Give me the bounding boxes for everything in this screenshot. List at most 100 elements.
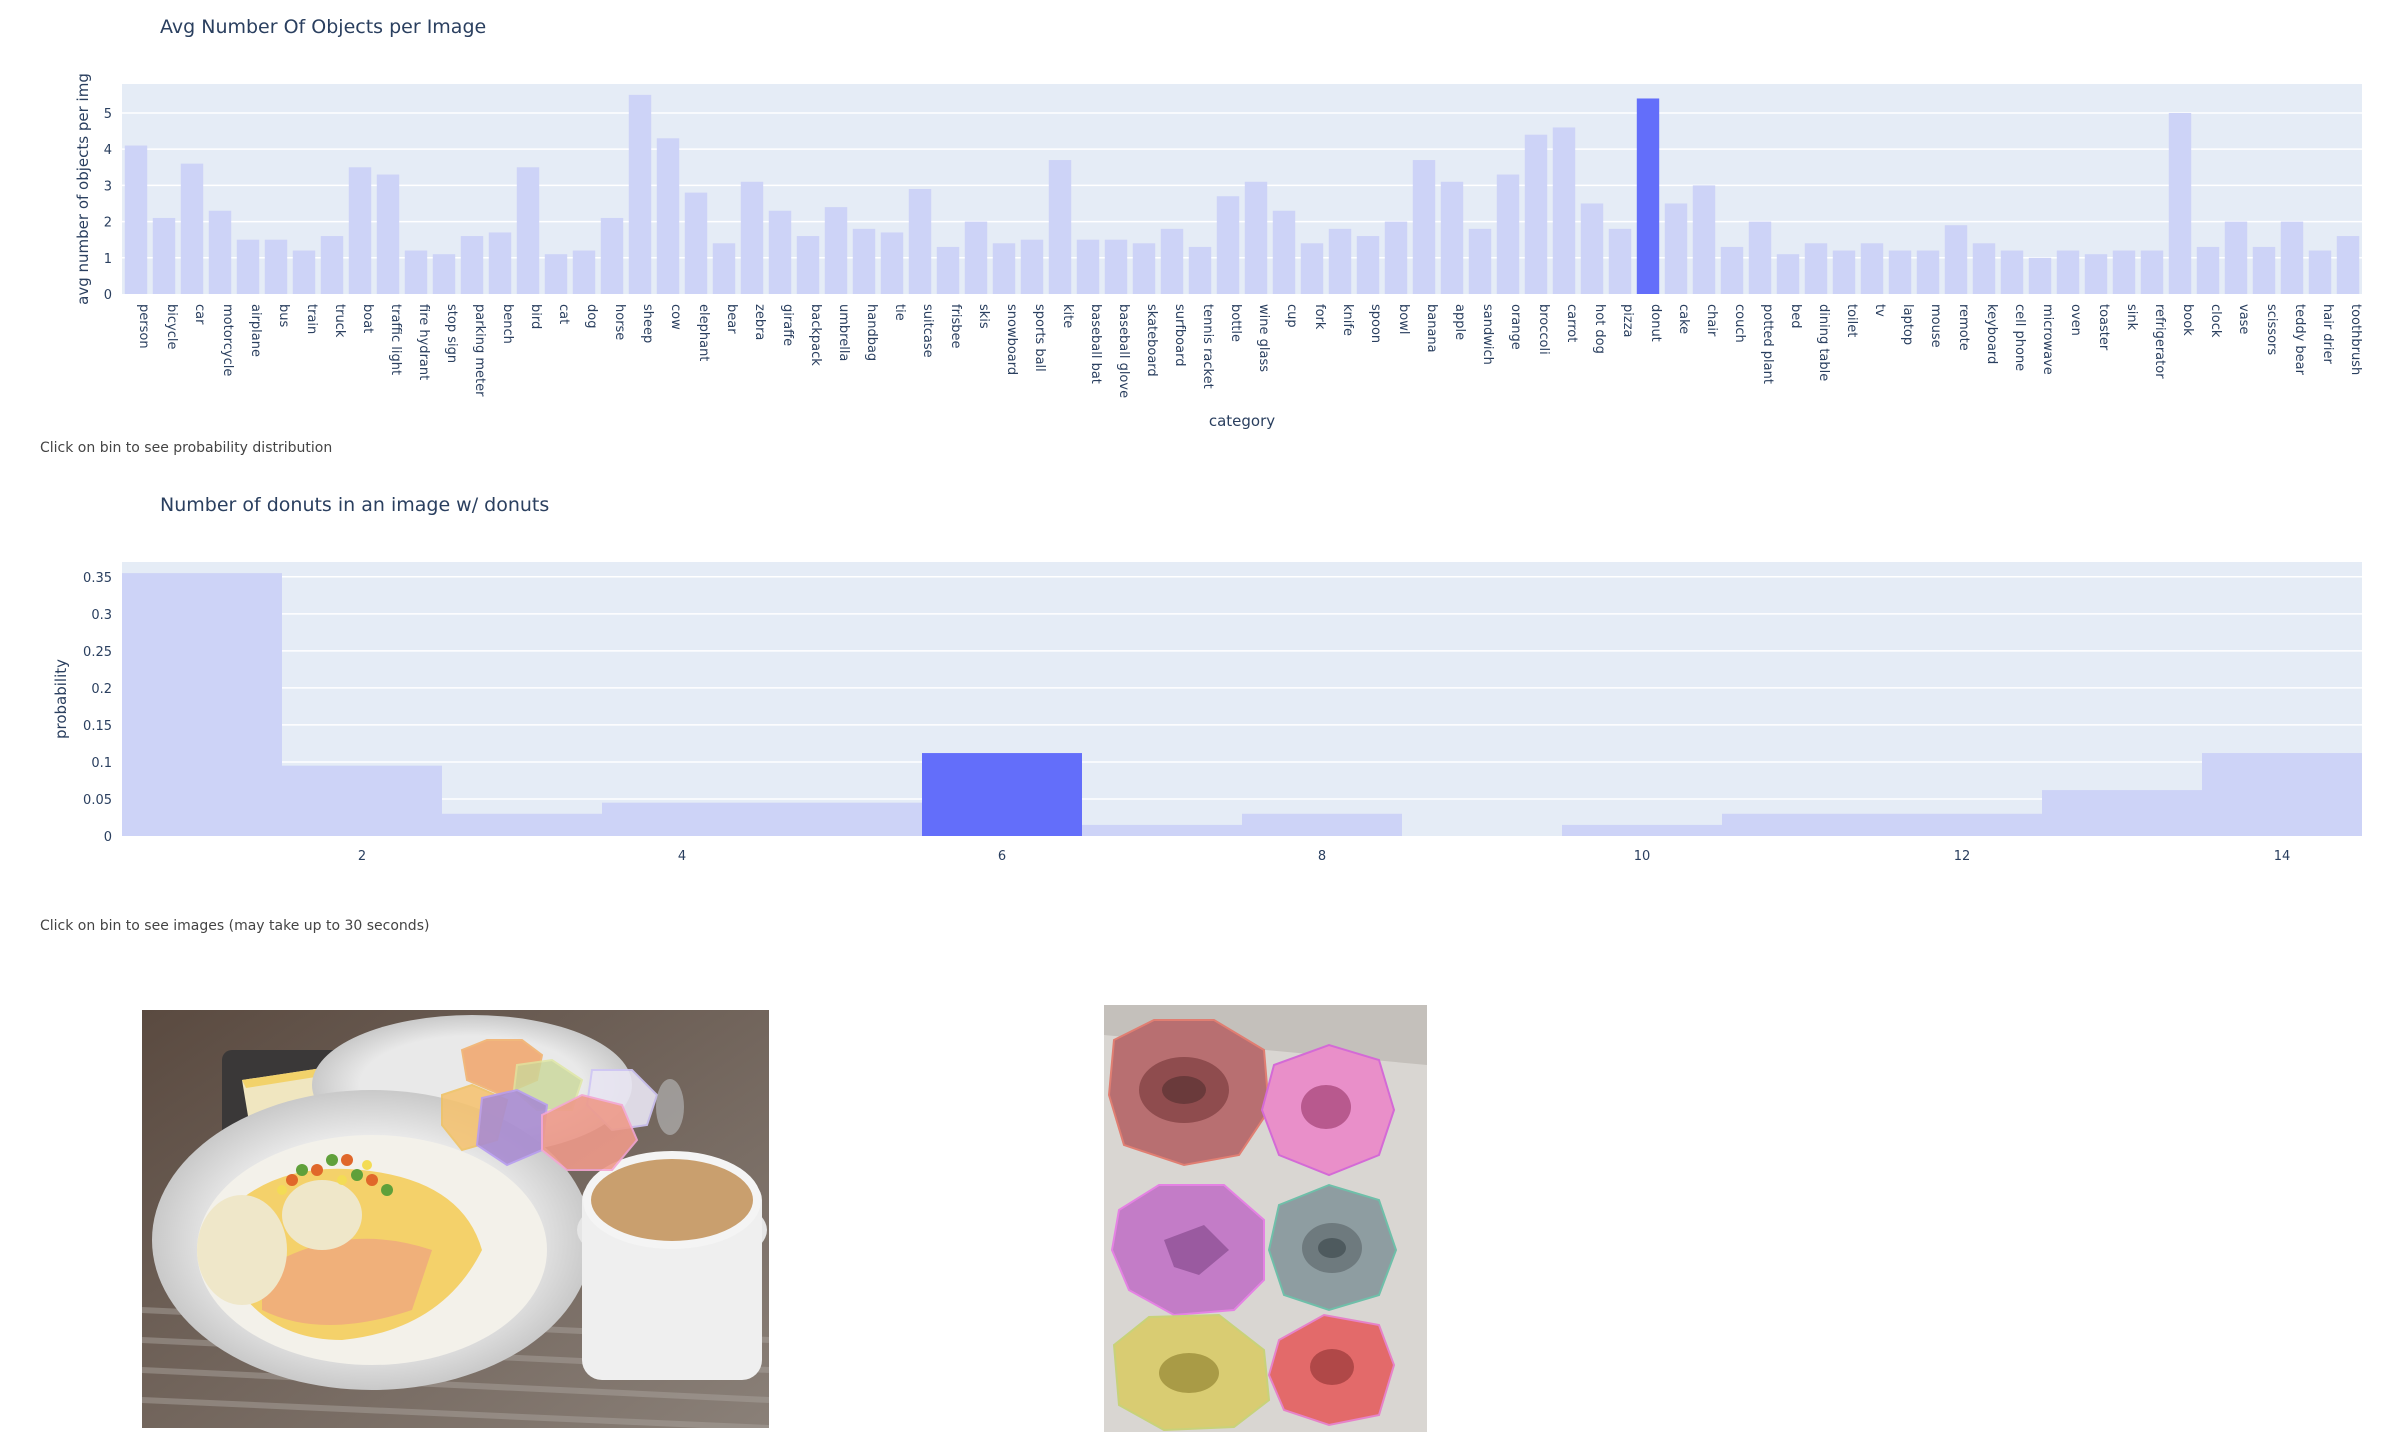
bar-stop-sign[interactable] [432, 254, 456, 294]
bar-bear[interactable] [712, 243, 736, 294]
bar-pizza[interactable] [1608, 228, 1632, 294]
bar-bottle[interactable] [1216, 196, 1240, 294]
bar-potted-plant[interactable] [1748, 221, 1772, 294]
bar-skateboard[interactable] [1132, 243, 1156, 294]
bar-suitcase[interactable] [908, 189, 932, 294]
bar-sports-ball[interactable] [1020, 239, 1044, 294]
bar-orange[interactable] [1496, 174, 1520, 294]
bar-microwave[interactable] [2028, 257, 2052, 294]
bin-6[interactable] [922, 753, 1082, 836]
bar-tie[interactable] [880, 232, 904, 294]
bar-chair[interactable] [1692, 185, 1716, 294]
bar-donut[interactable] [1636, 98, 1660, 294]
bar-truck[interactable] [320, 236, 344, 294]
y-tick-label: 3 [104, 179, 112, 194]
bar-couch[interactable] [1720, 246, 1744, 294]
bar-umbrella[interactable] [824, 207, 848, 294]
bar-knife[interactable] [1328, 228, 1352, 294]
bar-scissors[interactable] [2252, 246, 2276, 294]
bar-laptop[interactable] [1888, 250, 1912, 294]
x-tick-label: refrigerator [2152, 304, 2167, 379]
bar-skis[interactable] [964, 221, 988, 294]
bar-bus[interactable] [264, 239, 288, 294]
bin-12[interactable] [1882, 813, 2042, 836]
bin-7[interactable] [1082, 824, 1242, 836]
bar-spoon[interactable] [1356, 236, 1380, 294]
bar-train[interactable] [292, 250, 316, 294]
bar-dog[interactable] [572, 250, 596, 294]
bar-kite[interactable] [1048, 160, 1072, 294]
bar-mouse[interactable] [1916, 250, 1940, 294]
bar-remote[interactable] [1944, 225, 1968, 294]
bar-cat[interactable] [544, 254, 568, 294]
bar-bird[interactable] [516, 167, 540, 294]
bar-elephant[interactable] [684, 192, 708, 294]
bin-1[interactable] [122, 573, 282, 836]
bar-vase[interactable] [2224, 221, 2248, 294]
bar-motorcycle[interactable] [208, 210, 232, 294]
bar-book[interactable] [2168, 112, 2192, 294]
bar-handbag[interactable] [852, 228, 876, 294]
bar-refrigerator[interactable] [2140, 250, 2164, 294]
bar-sheep[interactable] [628, 94, 652, 295]
bar-zebra[interactable] [740, 181, 764, 294]
bar-baseball-glove[interactable] [1104, 239, 1128, 294]
bar-teddy-bear[interactable] [2280, 221, 2304, 294]
bin-4[interactable] [602, 802, 762, 836]
bar-person[interactable] [124, 145, 148, 294]
bin-8[interactable] [1242, 813, 1402, 836]
bar-tennis-racket[interactable] [1188, 246, 1212, 294]
bar-baseball-bat[interactable] [1076, 239, 1100, 294]
bin-2[interactable] [282, 765, 442, 836]
bar-frisbee[interactable] [936, 246, 960, 294]
bar-cup[interactable] [1272, 210, 1296, 294]
bar-cake[interactable] [1664, 203, 1688, 294]
bar-oven[interactable] [2056, 250, 2080, 294]
bar-dining-table[interactable] [1804, 243, 1828, 294]
bar-parking-meter[interactable] [460, 236, 484, 294]
bin-14[interactable] [2202, 753, 2362, 836]
bar-cow[interactable] [656, 138, 680, 294]
bar-tv[interactable] [1860, 243, 1884, 294]
bar-fork[interactable] [1300, 243, 1324, 294]
donut-count-chart[interactable]: 00.050.10.150.20.250.30.352 4 6 8 10 12 14prob… [0, 0, 2396, 880]
bar-boat[interactable] [348, 167, 372, 294]
bar-hot-dog[interactable] [1580, 203, 1604, 294]
bar-toothbrush[interactable] [2336, 236, 2360, 294]
bar-keyboard[interactable] [1972, 243, 1996, 294]
bar-hair-drier[interactable] [2308, 250, 2332, 294]
bar-bench[interactable] [488, 232, 512, 294]
sample-image-1[interactable] [142, 1010, 769, 1428]
bar-airplane[interactable] [236, 239, 260, 294]
bar-wine-glass[interactable] [1244, 181, 1268, 294]
bar-snowboard[interactable] [992, 243, 1016, 294]
bar-fire-hydrant[interactable] [404, 250, 428, 294]
bar-broccoli[interactable] [1524, 134, 1548, 294]
bar-bowl[interactable] [1384, 221, 1408, 294]
bar-backpack[interactable] [796, 236, 820, 294]
bar-giraffe[interactable] [768, 210, 792, 294]
bar-bicycle[interactable] [152, 217, 176, 294]
bin-5[interactable] [762, 802, 922, 836]
x-tick-label: cat [556, 304, 571, 324]
bar-toaster[interactable] [2084, 254, 2108, 294]
bar-carrot[interactable] [1552, 127, 1576, 294]
bar-horse[interactable] [600, 217, 624, 294]
bar-car[interactable] [180, 163, 204, 294]
bin-13[interactable] [2042, 790, 2202, 836]
sample-image-2[interactable] [1104, 1005, 1427, 1432]
bin-3[interactable] [442, 813, 602, 836]
bar-clock[interactable] [2196, 246, 2220, 294]
bar-bed[interactable] [1776, 254, 1800, 294]
bar-traffic-light[interactable] [376, 174, 400, 294]
bin-11[interactable] [1722, 813, 1882, 836]
avg-objects-chart[interactable]: 0 1 2 3 4 5 person bicycle car motorcycle airplane… [0, 0, 2396, 440]
bar-toilet[interactable] [1832, 250, 1856, 294]
bar-banana[interactable] [1412, 160, 1436, 294]
bar-sandwich[interactable] [1468, 228, 1492, 294]
bin-10[interactable] [1562, 824, 1722, 836]
bar-apple[interactable] [1440, 181, 1464, 294]
bar-surfboard[interactable] [1160, 228, 1184, 294]
bar-cell-phone[interactable] [2000, 250, 2024, 294]
bar-sink[interactable] [2112, 250, 2136, 294]
